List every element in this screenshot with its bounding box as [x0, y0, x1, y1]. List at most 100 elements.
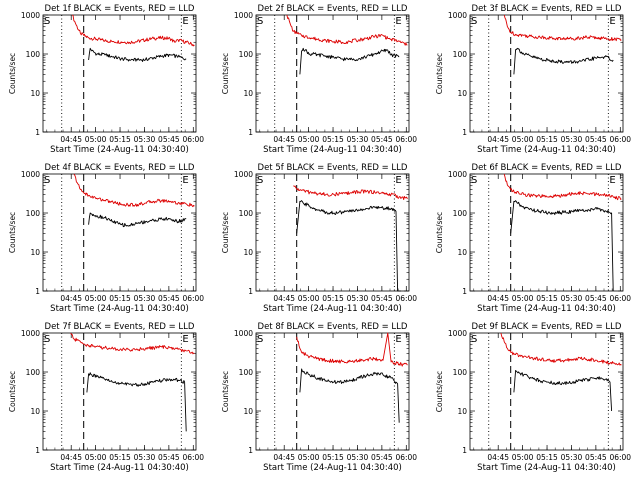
y-axis-label: Counts/sec [221, 371, 230, 412]
axes-frame [469, 14, 624, 133]
x-axis-label: Start Time (24-Aug-11 04:30:40) [477, 304, 616, 314]
x-tick-label: 06:00 [395, 294, 417, 303]
events-series-line [510, 200, 614, 292]
start-marker-label: S [44, 334, 50, 345]
end-marker-label: E [395, 175, 401, 186]
x-tick-label: 05:15 [322, 453, 344, 462]
x-tick-label: 05:45 [585, 135, 607, 144]
start-marker-label: S [44, 175, 50, 186]
panel-3: Det 3f BLACK = Events, RED = LLD 1 10 100 10… [435, 4, 631, 155]
y-tick-label: 100 [26, 209, 41, 218]
start-marker-label: S [257, 175, 263, 186]
x-tick-label: 04:45 [487, 294, 509, 303]
lld-series-line [503, 14, 622, 42]
x-tick-label: 05:45 [371, 294, 393, 303]
x-tick-label: 05:45 [158, 294, 180, 303]
y-axis-label: Counts/sec [8, 53, 17, 94]
x-tick-label: 04:45 [273, 453, 295, 462]
y-axis-label: Counts/sec [8, 371, 17, 412]
x-tick-label: 05:15 [536, 135, 558, 144]
x-axis-label: Start Time (24-Aug-11 04:30:40) [263, 463, 402, 473]
y-tick-label: 100 [453, 368, 468, 377]
x-tick-label: 06:00 [182, 135, 204, 144]
y-tick-label: 100 [239, 209, 254, 218]
axes-frame [255, 332, 410, 451]
x-tick-label: 04:45 [487, 453, 509, 462]
x-tick-label: 05:00 [512, 135, 534, 144]
x-tick-label: 06:00 [609, 294, 631, 303]
y-tick-label: 100 [26, 368, 41, 377]
x-tick-label: 06:00 [182, 294, 204, 303]
start-marker-label: S [257, 334, 263, 345]
panel-title: Det 7f BLACK = Events, RED = LLD [45, 322, 195, 332]
x-tick-label: 05:15 [109, 294, 131, 303]
y-axis-label: Counts/sec [221, 53, 230, 94]
axes-frame [469, 173, 624, 292]
x-tick-label: 05:00 [85, 294, 107, 303]
x-axis-label: Start Time (24-Aug-11 04:30:40) [50, 463, 189, 473]
y-tick-label: 100 [453, 50, 468, 59]
axes-frame [255, 14, 410, 133]
y-tick-label: 10 [243, 407, 253, 416]
panel-title: Det 9f BLACK = Events, RED = LLD [472, 322, 622, 332]
end-marker-label: E [182, 16, 188, 27]
panel-title: Det 2f BLACK = Events, RED = LLD [258, 4, 408, 14]
y-tick-label: 1 [35, 128, 40, 137]
y-tick-label: 1 [248, 128, 253, 137]
x-axis-label: Start Time (24-Aug-11 04:30:40) [477, 463, 616, 473]
panel-title: Det 3f BLACK = Events, RED = LLD [472, 4, 622, 14]
lld-series-line [72, 14, 195, 47]
lld-series-line [500, 332, 622, 366]
x-tick-label: 04:45 [487, 135, 509, 144]
y-tick-label: 1 [462, 287, 467, 296]
x-tick-label: 05:30 [561, 453, 583, 462]
x-tick-label: 05:00 [85, 453, 107, 462]
x-tick-label: 05:45 [585, 294, 607, 303]
axes-frame [255, 173, 410, 292]
y-tick-label: 10 [243, 89, 253, 98]
x-tick-label: 05:00 [298, 453, 320, 462]
x-tick-label: 06:00 [609, 453, 631, 462]
x-tick-label: 05:15 [536, 453, 558, 462]
start-marker-label: S [471, 175, 477, 186]
panel-title: Det 4f BLACK = Events, RED = LLD [45, 163, 195, 173]
x-tick-label: 05:30 [134, 453, 156, 462]
panel-title: Det 1f BLACK = Events, RED = LLD [45, 4, 195, 14]
events-series-line [299, 47, 400, 75]
axes-frame [42, 14, 197, 133]
lld-series-line [503, 173, 622, 201]
panel-2: Det 2f BLACK = Events, RED = LLD 1 10 100 10… [221, 4, 417, 155]
y-tick-label: 100 [26, 50, 41, 59]
axes-frame [469, 332, 624, 451]
y-tick-label: 1000 [21, 329, 40, 338]
panel-1: Det 1f BLACK = Events, RED = LLD 1 10 100 10… [8, 4, 204, 155]
y-tick-label: 1000 [234, 329, 253, 338]
x-tick-label: 04:45 [60, 453, 82, 462]
x-tick-label: 04:45 [273, 135, 295, 144]
end-marker-label: E [609, 16, 615, 27]
panel-5: Det 5f BLACK = Events, RED = LLD 1 10 100 10… [221, 163, 417, 314]
events-series-line [513, 47, 614, 75]
y-tick-label: 100 [239, 50, 254, 59]
x-tick-label: 06:00 [395, 453, 417, 462]
lld-series-line [286, 14, 408, 46]
panel-title: Det 8f BLACK = Events, RED = LLD [258, 322, 408, 332]
x-axis-label: Start Time (24-Aug-11 04:30:40) [50, 145, 189, 155]
x-tick-label: 05:00 [512, 294, 534, 303]
panel-title: Det 5f BLACK = Events, RED = LLD [258, 163, 408, 173]
y-tick-label: 1000 [21, 170, 40, 179]
axes-frame [42, 173, 197, 292]
x-tick-label: 05:15 [322, 135, 344, 144]
panel-9: Det 9f BLACK = Events, RED = LLD 1 10 100 10… [435, 322, 631, 473]
x-tick-label: 06:00 [395, 135, 417, 144]
x-axis-label: Start Time (24-Aug-11 04:30:40) [477, 145, 616, 155]
events-series-line [88, 212, 187, 228]
x-tick-label: 05:30 [134, 294, 156, 303]
y-tick-label: 1 [248, 287, 253, 296]
y-axis-label: Counts/sec [435, 212, 444, 253]
y-axis-label: Counts/sec [435, 53, 444, 94]
x-axis-label: Start Time (24-Aug-11 04:30:40) [50, 304, 189, 314]
x-tick-label: 04:45 [60, 135, 82, 144]
panel-8: Det 8f BLACK = Events, RED = LLD 1 10 100 10… [221, 322, 417, 473]
